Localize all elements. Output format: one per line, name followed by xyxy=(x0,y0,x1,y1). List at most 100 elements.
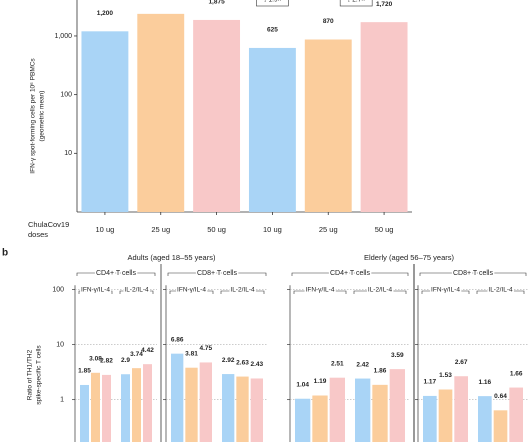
bar xyxy=(193,19,241,213)
value-label: 1.17 xyxy=(424,379,437,386)
y-tick-label: 1 xyxy=(60,397,64,404)
bracket xyxy=(167,272,267,276)
cohort-title: Elderly (aged 56–75 years) xyxy=(364,253,455,262)
annotation: ↓ 2.7× xyxy=(347,0,365,4)
value-label: 1.66 xyxy=(510,370,523,377)
panel-title: CD8+ T cells xyxy=(453,270,494,277)
bar xyxy=(438,389,453,442)
bar xyxy=(137,13,185,212)
bar xyxy=(102,374,111,442)
value-label: 2.82 xyxy=(100,358,113,365)
bar xyxy=(81,31,129,212)
group-label: IL-2/IL-4 xyxy=(124,287,149,294)
panel-label: b xyxy=(2,248,8,259)
bar xyxy=(360,22,408,212)
bar xyxy=(199,362,212,442)
group-label: IL-2/IL-4 xyxy=(488,287,513,294)
value-label: 4.42 xyxy=(141,347,154,354)
x-tick-label: 10 ug xyxy=(96,225,115,234)
bar xyxy=(222,374,235,442)
value-label: 4.75 xyxy=(200,345,213,352)
value-label: 1,875 xyxy=(208,0,225,6)
bar xyxy=(171,353,184,442)
annotation-box xyxy=(256,0,289,7)
bracket xyxy=(353,290,407,294)
value-label: 1.19 xyxy=(314,378,327,385)
bar xyxy=(423,395,437,442)
value-label: 2.43 xyxy=(251,361,264,368)
value-label: 2.92 xyxy=(222,357,235,364)
value-label: 1.86 xyxy=(374,368,387,375)
bar xyxy=(248,47,296,212)
y-tick-label: 10 xyxy=(64,150,72,157)
value-label: 1.53 xyxy=(439,372,452,379)
y-tick-label: 10 xyxy=(56,342,64,349)
bracket xyxy=(78,290,113,294)
bar xyxy=(478,396,492,442)
bracket xyxy=(419,272,527,276)
value-label: 2.67 xyxy=(455,359,468,366)
value-label: 6.86 xyxy=(171,336,184,343)
group-label: IFN-γ/IL-4 xyxy=(81,287,110,294)
bar xyxy=(143,364,152,442)
value-label: 1,720 xyxy=(376,1,393,8)
value-label: 0.64 xyxy=(494,393,507,400)
x-axis-label: doses xyxy=(28,230,48,239)
value-label: 2.51 xyxy=(331,360,344,367)
bracket xyxy=(169,290,214,294)
bar xyxy=(493,410,508,442)
group-label: IFN-γ/IL-4 xyxy=(306,287,335,294)
value-label: 1.16 xyxy=(479,379,492,386)
x-axis-label: ChulaCov19 xyxy=(28,220,69,229)
value-label: 1.85 xyxy=(78,368,91,375)
bracket xyxy=(476,290,525,294)
bar xyxy=(250,378,263,442)
value-label: 3.74 xyxy=(130,351,143,358)
panel-title: CD4+ T cells xyxy=(330,270,371,277)
group-label: IFN-γ/IL-4 xyxy=(431,287,460,294)
bracket xyxy=(119,290,154,294)
bar xyxy=(329,377,345,442)
value-label: 625 xyxy=(267,27,278,34)
y-axis-label: IFN-γ spot-forming cells per 10⁶ PBMCs xyxy=(30,58,37,174)
value-label: 3.59 xyxy=(391,352,404,359)
bar xyxy=(80,384,89,442)
group-label: IL-2/IL-4 xyxy=(230,287,255,294)
bar xyxy=(132,368,141,442)
bar xyxy=(236,376,249,442)
annotation: ↓ 1.9× xyxy=(263,0,281,4)
value-label: 870 xyxy=(323,18,334,25)
x-tick-label: 25 ug xyxy=(151,225,170,234)
bracket xyxy=(76,272,156,276)
annotation-box xyxy=(339,0,373,7)
value-label: 2.42 xyxy=(356,361,369,368)
x-tick-label: 50 ug xyxy=(375,225,394,234)
value-label: 2.9 xyxy=(121,357,130,364)
bar xyxy=(121,374,130,442)
y-axis-label: spike-specific T cells xyxy=(36,345,43,405)
value-label: 1,200 xyxy=(97,10,114,17)
bar xyxy=(389,369,405,442)
bracket xyxy=(291,272,409,276)
value-label: 1.04 xyxy=(296,381,309,388)
bar xyxy=(454,376,468,442)
y-tick-label: 100 xyxy=(60,91,72,98)
value-label: 2.63 xyxy=(236,359,249,366)
value-label: 3.81 xyxy=(185,350,198,357)
bar xyxy=(304,39,352,213)
bracket xyxy=(220,290,265,294)
x-tick-label: 25 ug xyxy=(319,225,338,234)
bracket xyxy=(293,290,347,294)
bar xyxy=(355,378,371,442)
bar xyxy=(312,395,328,442)
panel-title: CD4+ T cells xyxy=(96,270,137,277)
x-tick-label: 50 ug xyxy=(207,225,226,234)
bar xyxy=(372,384,388,442)
bar xyxy=(509,387,523,442)
y-axis-label: (geometric mean) xyxy=(39,91,46,142)
panel-title: CD8+ T cells xyxy=(197,270,238,277)
y-tick-label: 1,000 xyxy=(54,33,72,40)
group-label: IL-2/IL-4 xyxy=(368,287,393,294)
x-tick-label: 10 ug xyxy=(263,225,282,234)
